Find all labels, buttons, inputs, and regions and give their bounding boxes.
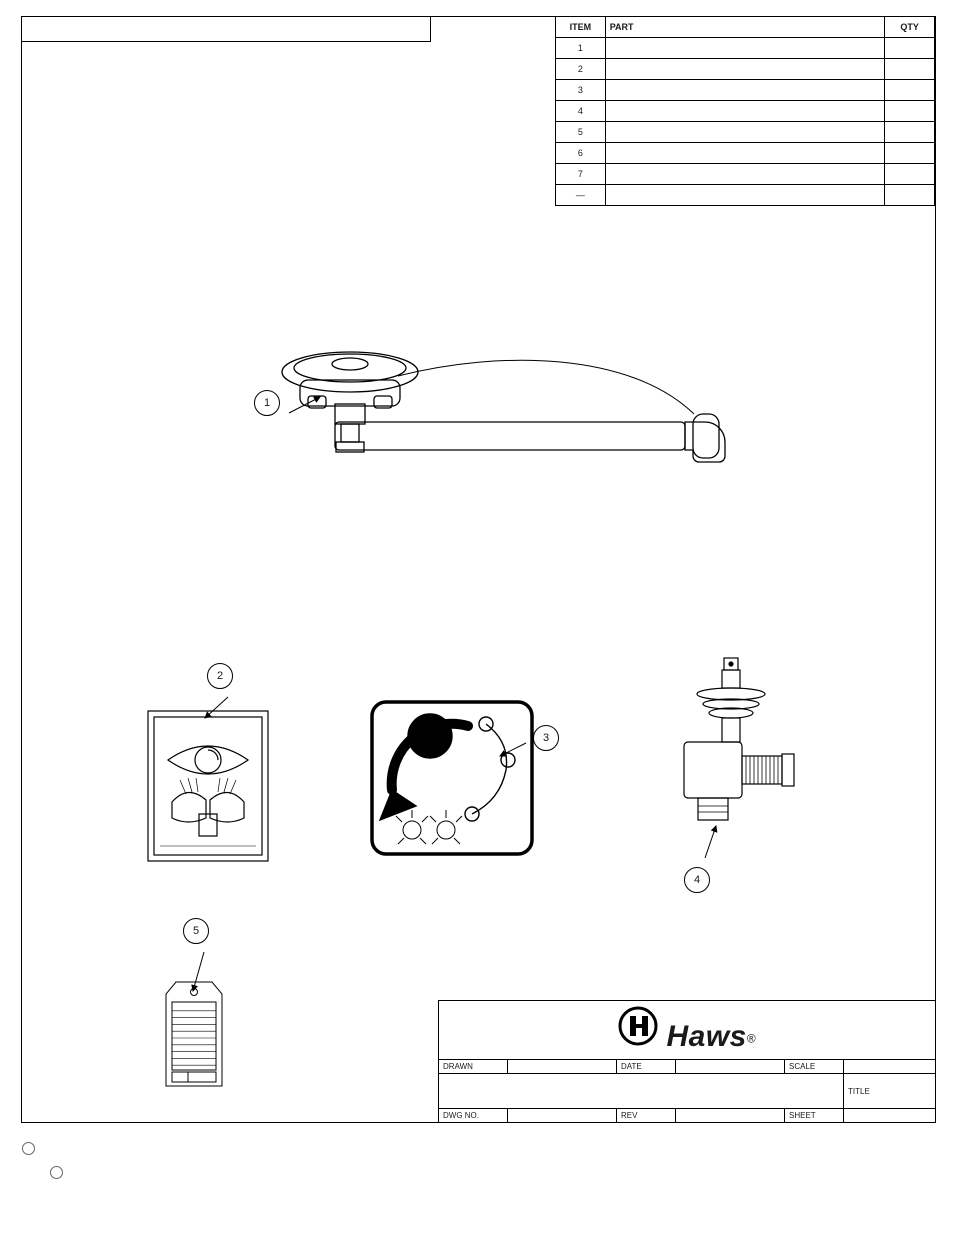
valve-drawing (684, 658, 794, 820)
label-drawing (372, 702, 532, 854)
callout-4: 4 (684, 867, 710, 893)
leader-lines (193, 397, 716, 991)
title-block-logo-cell: Haws® (439, 1001, 936, 1060)
callout-4-label: 4 (694, 875, 700, 886)
tb-date-label: DATE (617, 1060, 676, 1074)
callout-3: 3 (533, 725, 559, 751)
tb-title-label: TITLE (844, 1074, 936, 1109)
haws-mark-icon (618, 1006, 664, 1046)
tb-scale-label: SCALE (785, 1060, 844, 1074)
title-block-logo-text: Haws (667, 1020, 747, 1053)
title-block: Haws® DRAWN DATE SCALE TITLE DWG NO. REV… (438, 1000, 936, 1123)
tb-dwg-value (508, 1109, 617, 1123)
tb-title-value (439, 1074, 844, 1109)
tb-sheet-value (844, 1109, 936, 1123)
tb-rev-label: REV (617, 1109, 676, 1123)
callout-2: 2 (207, 663, 233, 689)
callout-5-label: 5 (193, 926, 199, 937)
tb-rev-value (676, 1109, 785, 1123)
callout-5: 5 (183, 918, 209, 944)
callout-3-label: 3 (543, 733, 549, 744)
tb-drawn-value (508, 1060, 617, 1074)
tag-drawing (166, 982, 222, 1086)
tb-date-value (676, 1060, 785, 1074)
tb-dwg-label: DWG NO. (439, 1109, 508, 1123)
page: ITEM PART QTY 1234567— (0, 0, 954, 1235)
callout-1-label: 1 (264, 398, 270, 409)
binder-hole (22, 1142, 35, 1155)
binder-hole (50, 1166, 63, 1179)
tb-drawn-label: DRAWN (439, 1060, 508, 1074)
title-block-registered: ® (747, 1031, 756, 1045)
tb-scale-value (844, 1060, 936, 1074)
tb-sheet-label: SHEET (785, 1109, 844, 1123)
callout-2-label: 2 (217, 671, 223, 682)
callout-1: 1 (254, 390, 280, 416)
main-assembly-drawing (282, 352, 725, 462)
sign-drawing (148, 711, 268, 861)
